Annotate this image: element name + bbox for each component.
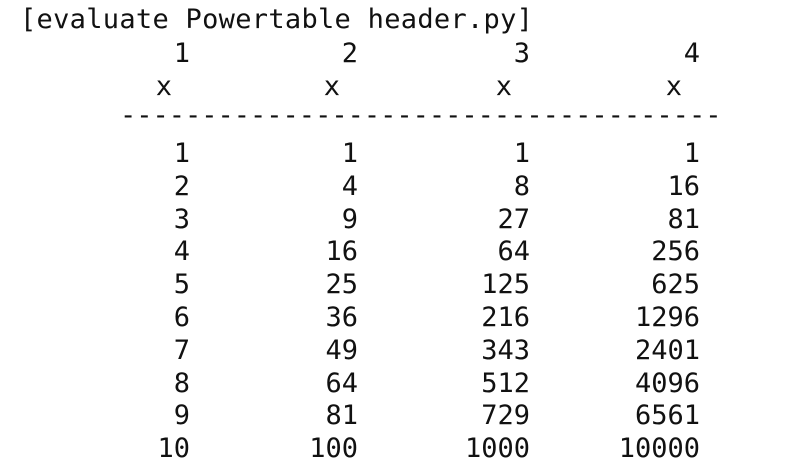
table-cell: 729: [481, 400, 530, 431]
table-cell: 8: [513, 171, 530, 202]
header-base: x: [323, 71, 340, 102]
table-cell: 8: [173, 368, 190, 399]
header-exponent: 1: [173, 38, 190, 69]
table-cell: 64: [497, 236, 530, 267]
header-exponent: 4: [683, 38, 700, 69]
table-cell: 4: [173, 236, 190, 267]
table-cell: 81: [667, 204, 700, 235]
table-cell: 125: [481, 269, 530, 300]
table-cell: 512: [481, 368, 530, 399]
table-cell: 4096: [634, 368, 700, 399]
table-cell: 9: [173, 400, 190, 431]
table-cell: 625: [651, 269, 700, 300]
table-cell: 36: [325, 302, 358, 333]
table-cell: 1296: [634, 302, 700, 333]
table-cell: 49: [325, 335, 358, 366]
table-cell: 10000: [618, 433, 700, 464]
table-cell: 6: [173, 302, 190, 333]
table-cell: 343: [481, 335, 530, 366]
table-cell: 3: [173, 204, 190, 235]
command-line: [evaluate Powertable header.py]: [20, 4, 534, 35]
table-cell: 100: [309, 433, 358, 464]
header-exponent: 2: [341, 38, 358, 69]
table-cell: 16: [667, 171, 700, 202]
table-cell: 7: [173, 335, 190, 366]
header-base: x: [155, 71, 172, 102]
table-cell: 1: [173, 138, 190, 169]
table-cell: 27: [497, 204, 530, 235]
table-cell: 256: [651, 236, 700, 267]
table-cell: 16: [325, 236, 358, 267]
table-cell: 216: [481, 302, 530, 333]
table-cell: 2401: [634, 335, 700, 366]
table-cell: 1: [513, 138, 530, 169]
table-cell: 5: [173, 269, 190, 300]
table-cell: 9: [341, 204, 358, 235]
header-base: x: [665, 71, 682, 102]
table-cell: 1: [683, 138, 700, 169]
table-cell: 10: [157, 433, 190, 464]
table-cell: 2: [173, 171, 190, 202]
header-exponent: 3: [513, 38, 530, 69]
table-cell: 4: [341, 171, 358, 202]
table-cell: 64: [325, 368, 358, 399]
table-cell: 6561: [634, 400, 700, 431]
table-divider: -------------------------------------: [120, 100, 720, 131]
table-cell: 1: [341, 138, 358, 169]
table-cell: 81: [325, 400, 358, 431]
table-cell: 25: [325, 269, 358, 300]
header-base: x: [495, 71, 512, 102]
table-cell: 1000: [464, 433, 530, 464]
